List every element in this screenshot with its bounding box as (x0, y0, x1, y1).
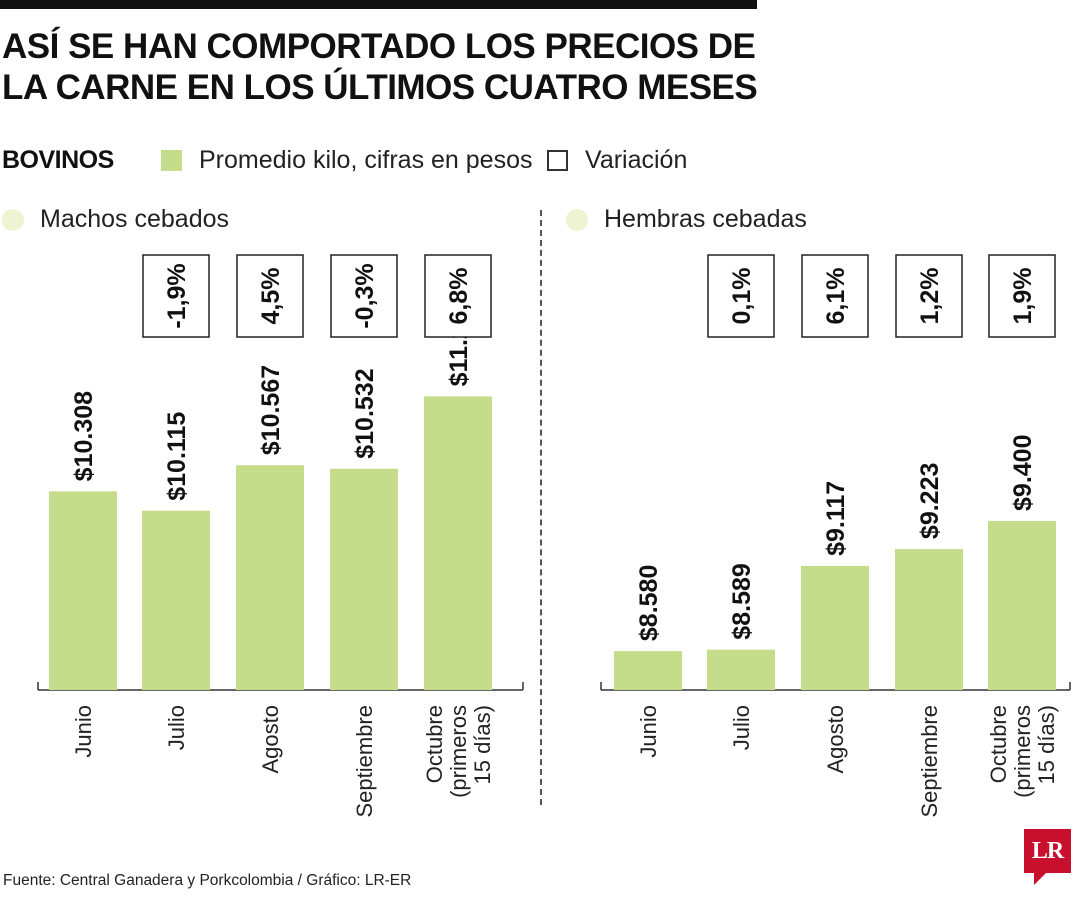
section-label: BOVINOS (2, 146, 114, 174)
machos-bar (142, 510, 210, 690)
title-line-2: LA CARNE EN LOS ÚLTIMOS CUATRO MESES (2, 68, 758, 107)
legend-bars: Promedio kilo, cifras en pesos (161, 146, 532, 175)
legend-variation: Variación (547, 146, 687, 175)
machos-category-label: 15 días) (470, 705, 495, 785)
hembras-variation-label: 6,1% (822, 268, 850, 325)
hembras-category-label: Octubre (986, 705, 1011, 783)
legend-bars-label: Promedio kilo, cifras en pesos (199, 146, 533, 174)
machos-variation-label: -1,9% (163, 263, 191, 328)
machos-variation-label: -0,3% (351, 263, 379, 328)
hembras-variation-box (988, 254, 1056, 338)
top-rule (0, 0, 757, 9)
hembras-variation-label: 1,9% (1009, 268, 1037, 325)
hembras-value-label: $9.117 (822, 481, 850, 556)
panel-divider (540, 210, 542, 805)
lr-logo: LR (1024, 829, 1071, 873)
lr-logo-tail (1034, 873, 1046, 885)
bar-charts: $10.308 Junio $10.115 Julio $10.567 Agosto $10… (37, 254, 1071, 818)
panel-title-hembras: Hembras cebadas (566, 205, 807, 234)
machos-category-label: Agosto (258, 705, 283, 774)
hembras-value-label: $9.400 (1009, 435, 1037, 511)
hembras-variation-label: 0,1% (728, 268, 756, 325)
source-note: Fuente: Central Ganadera y Porkcolombia … (3, 872, 412, 889)
machos-value-label: $10.567 (257, 365, 285, 455)
legend-variation-label: Variación (585, 146, 688, 174)
hembras-category-label: Septiembre (917, 705, 942, 818)
hembras-variation-box (895, 254, 963, 338)
machos-variation-box (142, 254, 210, 338)
chart-title: ASÍ SE HAN COMPORTADO LOS PRECIOS DE LA … (2, 26, 762, 108)
machos-bar (236, 465, 304, 690)
hembras-category-label: Junio (636, 705, 661, 758)
machos-value-label: $10.115 (163, 412, 191, 501)
machos-category-label: Octubre (422, 705, 447, 783)
machos-variation-box (330, 254, 398, 338)
machos-bar (49, 491, 117, 690)
hembras-bar (895, 549, 963, 690)
hembras-category-label: 15 días) (1034, 705, 1059, 785)
hembras-bar (988, 520, 1056, 690)
machos-value-label: $10.532 (351, 368, 379, 458)
panel-title-machos: Machos cebados (2, 205, 229, 234)
hembras-value-label: $8.580 (635, 565, 663, 641)
machos-category-label: Junio (71, 705, 96, 758)
hembras-bar (801, 565, 869, 690)
machos-category-label: Septiembre (352, 705, 377, 818)
title-line-1: ASÍ SE HAN COMPORTADO LOS PRECIOS DE (2, 27, 756, 66)
hembras-category-label: (primeros (1010, 705, 1035, 798)
panel-dot (2, 208, 24, 231)
hembras-variation-box (801, 254, 869, 338)
machos-category-label: (primeros (446, 705, 471, 798)
hembras-bar (614, 651, 682, 690)
machos-variation-label: 4,5% (257, 268, 285, 325)
panel-title-machos-label: Machos cebados (40, 205, 230, 233)
panel-dot (566, 208, 588, 231)
hembras-bar (707, 649, 775, 690)
hembras-value-label: $9.223 (916, 463, 944, 539)
panel-title-hembras-label: Hembras cebadas (604, 205, 807, 233)
hembras-variation-box (707, 254, 775, 338)
machos-bar (424, 396, 492, 690)
machos-variation-box (236, 254, 304, 338)
machos-variation-box (424, 254, 492, 338)
hembras-category-label: Julio (729, 705, 754, 750)
machos-bar (330, 468, 398, 690)
legend-bar-swatch (161, 150, 182, 171)
hembras-category-label: Agosto (823, 705, 848, 774)
machos-category-label: Julio (164, 705, 189, 750)
hembras-value-label: $8.589 (728, 563, 756, 639)
machos-value-label: $10.308 (70, 391, 98, 481)
hembras-variation-label: 1,2% (916, 268, 944, 325)
legend-variation-swatch (547, 150, 568, 171)
machos-variation-label: 6,8% (445, 268, 473, 325)
